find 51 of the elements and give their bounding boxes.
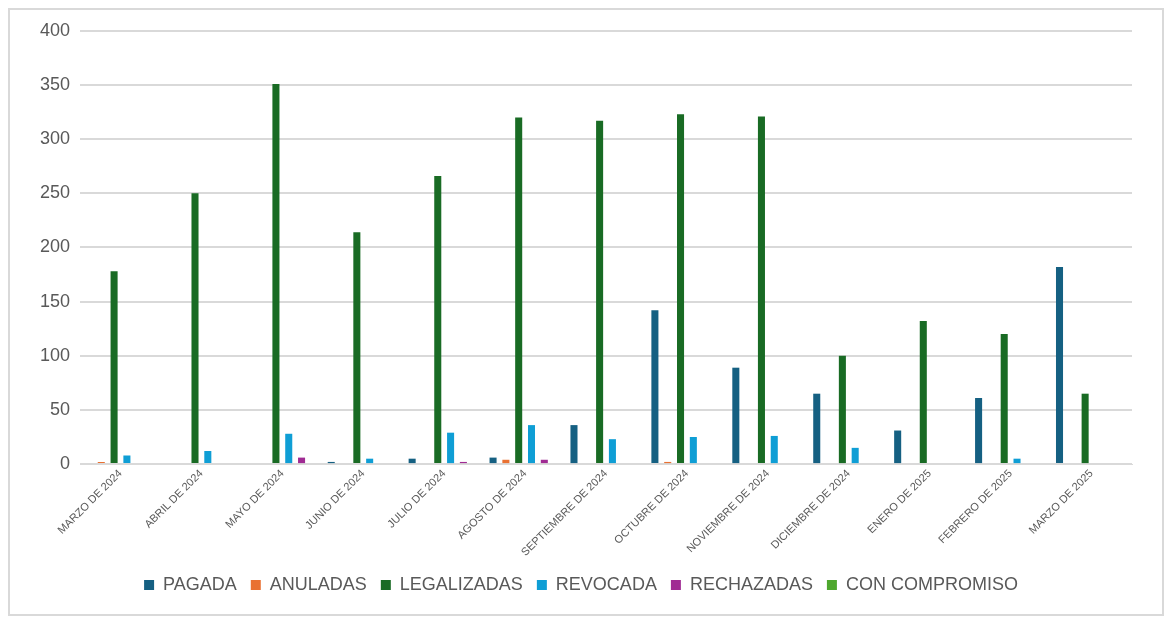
- bar: [1055, 266, 1064, 464]
- bar: [110, 271, 118, 464]
- bar: [757, 116, 765, 464]
- y-tick-label: 50: [50, 398, 71, 419]
- bar: [651, 310, 659, 464]
- y-tick-label: 0: [60, 453, 71, 474]
- bar: [677, 114, 685, 464]
- bar: [770, 435, 778, 464]
- legend-label: RECHAZADAS: [689, 573, 813, 594]
- legend-label: ANULADAS: [269, 573, 367, 594]
- bar: [838, 355, 846, 464]
- bar: [919, 321, 927, 464]
- y-tick-label: 200: [39, 236, 71, 257]
- bar: [1000, 334, 1008, 464]
- bar: [570, 425, 578, 464]
- bar: [204, 451, 212, 464]
- bar: [1081, 393, 1089, 464]
- bar: [608, 439, 616, 464]
- bar: [527, 425, 536, 464]
- y-tick-label: 250: [39, 182, 71, 203]
- bar: [366, 458, 374, 464]
- bar: [285, 433, 293, 464]
- legend-label: CON COMPROMISO: [845, 573, 1018, 594]
- bar: [813, 393, 821, 464]
- bar: [191, 193, 199, 464]
- bar: [851, 447, 859, 464]
- bar: [1013, 458, 1021, 464]
- legend-label: PAGADA: [163, 573, 237, 594]
- legend-label: LEGALIZADAS: [399, 573, 523, 594]
- legend-label: REVOCADA: [555, 573, 657, 594]
- bar: [596, 120, 604, 464]
- bar: [353, 232, 361, 464]
- bar: [502, 459, 510, 464]
- bar: [272, 83, 280, 464]
- bar: [408, 458, 416, 464]
- bar: [434, 175, 442, 464]
- y-tick-label: 300: [39, 128, 71, 149]
- bar: [298, 457, 306, 464]
- bar: [689, 437, 697, 464]
- bar: [489, 457, 497, 464]
- y-tick-label: 150: [39, 290, 71, 311]
- bar: [975, 398, 983, 464]
- y-tick-label: 100: [39, 344, 71, 365]
- bar: [447, 432, 455, 464]
- y-tick-label: 350: [39, 73, 71, 94]
- bar: [732, 367, 740, 464]
- bar: [123, 455, 131, 464]
- bar: [894, 430, 902, 464]
- bar: [515, 117, 523, 464]
- bar: [540, 459, 548, 464]
- y-tick-label: 400: [39, 19, 71, 40]
